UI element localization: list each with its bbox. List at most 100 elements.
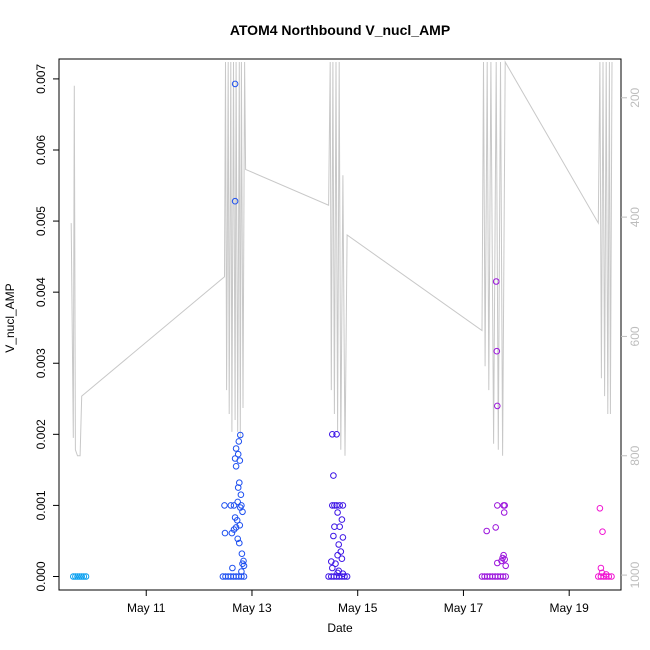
data-point xyxy=(227,502,235,509)
data-point xyxy=(234,450,242,458)
data-point xyxy=(230,526,238,533)
x-axis: May 11 May 13 May 15 May 17 May 19 xyxy=(127,590,589,615)
data-point xyxy=(338,555,346,563)
depth-line-layer xyxy=(70,60,613,457)
data-point xyxy=(599,528,606,536)
data-point xyxy=(492,524,500,531)
data-point xyxy=(233,517,241,524)
data-point xyxy=(598,569,606,577)
data-point xyxy=(234,498,241,506)
x-tick-label: May 11 xyxy=(127,601,166,615)
data-point xyxy=(501,556,509,563)
plot-frame xyxy=(58,58,622,591)
data-point xyxy=(236,522,244,529)
data-point xyxy=(74,573,81,580)
data-point xyxy=(232,463,240,470)
y-axis: 0.000 0.001 0.002 0.003 0.004 0.005 0.006 0.007 xyxy=(34,64,59,592)
data-point xyxy=(502,562,510,570)
data-point xyxy=(502,573,510,580)
data-point xyxy=(330,532,337,540)
data-point xyxy=(236,539,243,547)
data-point xyxy=(329,564,336,572)
data-point xyxy=(232,445,240,452)
secondary-y-axis: 200 400 600 800 1000 xyxy=(621,87,642,588)
data-point xyxy=(228,529,236,537)
data-point xyxy=(499,573,507,580)
data-point xyxy=(238,573,245,580)
data-point xyxy=(333,431,340,438)
data-point xyxy=(70,573,77,580)
data-point xyxy=(234,484,242,491)
depth-line xyxy=(70,60,613,457)
data-point xyxy=(333,502,340,509)
data-point xyxy=(221,529,229,537)
data-point xyxy=(494,402,501,410)
data-point xyxy=(339,534,347,541)
data-point xyxy=(329,502,336,509)
data-point xyxy=(76,573,83,580)
data-point xyxy=(334,551,341,559)
x-tick-label: May 13 xyxy=(232,601,272,615)
data-point xyxy=(336,523,344,531)
data-point xyxy=(332,560,339,568)
y-axis-label: V_nucl_AMP xyxy=(3,283,17,352)
data-point xyxy=(237,431,244,439)
y-tick-label: 0.006 xyxy=(34,135,48,165)
data-point xyxy=(501,502,509,509)
data-point xyxy=(80,573,88,580)
data-point xyxy=(500,509,508,516)
data-point xyxy=(500,551,507,559)
y-tick-label: 0.000 xyxy=(34,561,48,591)
data-point xyxy=(335,541,343,548)
y2-tick-label: 400 xyxy=(628,207,642,227)
data-point xyxy=(234,535,241,543)
x-axis-label: Date xyxy=(327,621,353,635)
data-point xyxy=(235,438,243,445)
data-point xyxy=(239,508,246,516)
y-tick-label: 0.001 xyxy=(34,490,48,520)
x-tick-label: May 19 xyxy=(550,601,590,615)
data-point xyxy=(338,516,346,523)
data-point xyxy=(337,548,345,555)
data-point xyxy=(238,568,245,575)
y-tick-label: 0.005 xyxy=(34,206,48,236)
data-point xyxy=(329,431,336,438)
data-point xyxy=(72,573,79,580)
data-point xyxy=(596,505,604,512)
data-point xyxy=(237,491,245,499)
data-point xyxy=(492,278,500,285)
data-point xyxy=(331,523,338,531)
scatter-points-layer xyxy=(70,80,615,580)
data-point xyxy=(231,80,239,88)
y-tick-label: 0.007 xyxy=(34,64,48,94)
y-tick-label: 0.002 xyxy=(34,419,48,449)
data-point xyxy=(229,564,236,572)
data-point xyxy=(483,527,491,535)
data-point xyxy=(82,573,90,580)
data-point xyxy=(494,502,501,509)
data-point xyxy=(334,509,341,516)
data-point xyxy=(78,573,85,580)
x-tick-label: May 17 xyxy=(444,601,484,615)
data-point xyxy=(238,550,246,558)
y2-tick-label: 600 xyxy=(628,326,642,346)
y2-tick-label: 200 xyxy=(628,87,642,107)
data-point xyxy=(231,197,239,205)
data-point xyxy=(494,559,501,567)
data-point xyxy=(339,502,347,509)
y-tick-label: 0.004 xyxy=(34,277,48,307)
x-tick-label: May 15 xyxy=(338,601,378,615)
data-point xyxy=(330,472,337,479)
y-tick-label: 0.003 xyxy=(34,348,48,378)
y2-tick-label: 800 xyxy=(628,445,642,465)
data-point xyxy=(339,570,347,578)
data-point xyxy=(230,502,238,509)
y2-tick-label: 1000 xyxy=(628,561,642,588)
data-point xyxy=(240,557,247,565)
data-point xyxy=(232,524,240,531)
data-point xyxy=(336,502,344,509)
data-point xyxy=(236,479,243,487)
data-point xyxy=(597,564,605,572)
data-point xyxy=(236,457,244,464)
